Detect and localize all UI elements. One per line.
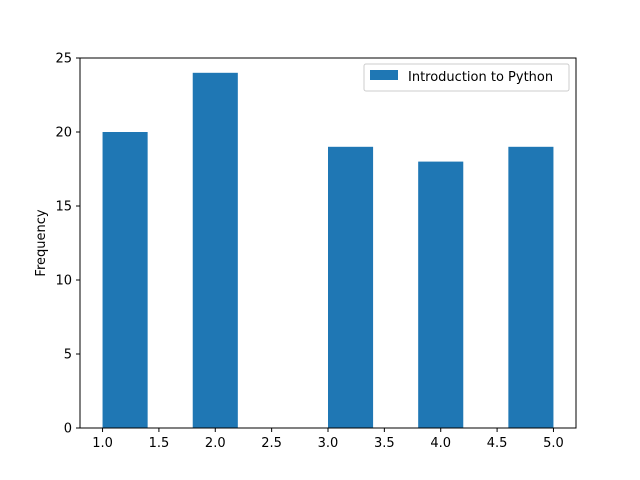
- y-axis-ticks: 0 5 10 15 20 25: [55, 52, 80, 437]
- x-tick-label: 2.5: [261, 436, 282, 451]
- y-tick-label: 20: [55, 126, 72, 141]
- y-axis-label: Frequency: [34, 209, 49, 276]
- histogram-bar-1: [102, 132, 148, 428]
- x-tick-label: 4.5: [487, 436, 508, 451]
- x-tick-label: 3.5: [374, 436, 395, 451]
- legend-box: [363, 63, 570, 92]
- x-tick-label: 5.0: [543, 436, 564, 451]
- y-tick-label: 25: [55, 52, 72, 67]
- y-tick-label: 15: [55, 200, 72, 215]
- bars-layer: [102, 72, 554, 429]
- histogram-bar-6: [328, 146, 374, 429]
- legend-label: Introduction to Python: [408, 70, 553, 85]
- x-tick-label: 1.5: [149, 436, 170, 451]
- y-tick-label: 10: [55, 274, 72, 289]
- x-tick-label: 4.0: [430, 436, 451, 451]
- histogram-bar-3: [192, 72, 238, 429]
- legend: Introduction to Python: [363, 63, 570, 92]
- x-tick-label: 3.0: [318, 436, 339, 451]
- y-tick-label: 0: [64, 422, 72, 437]
- histogram-bar-10: [508, 146, 554, 429]
- x-axis-ticks: 1.0 1.5 2.0 2.5 3.0 3.5 4.0 4.5 5.0: [92, 428, 564, 451]
- x-tick-label: 2.0: [205, 436, 226, 451]
- y-tick-label: 5: [64, 348, 72, 363]
- legend-swatch: [370, 70, 398, 80]
- histogram-bar-8: [418, 161, 464, 428]
- x-tick-label: 1.0: [92, 436, 113, 451]
